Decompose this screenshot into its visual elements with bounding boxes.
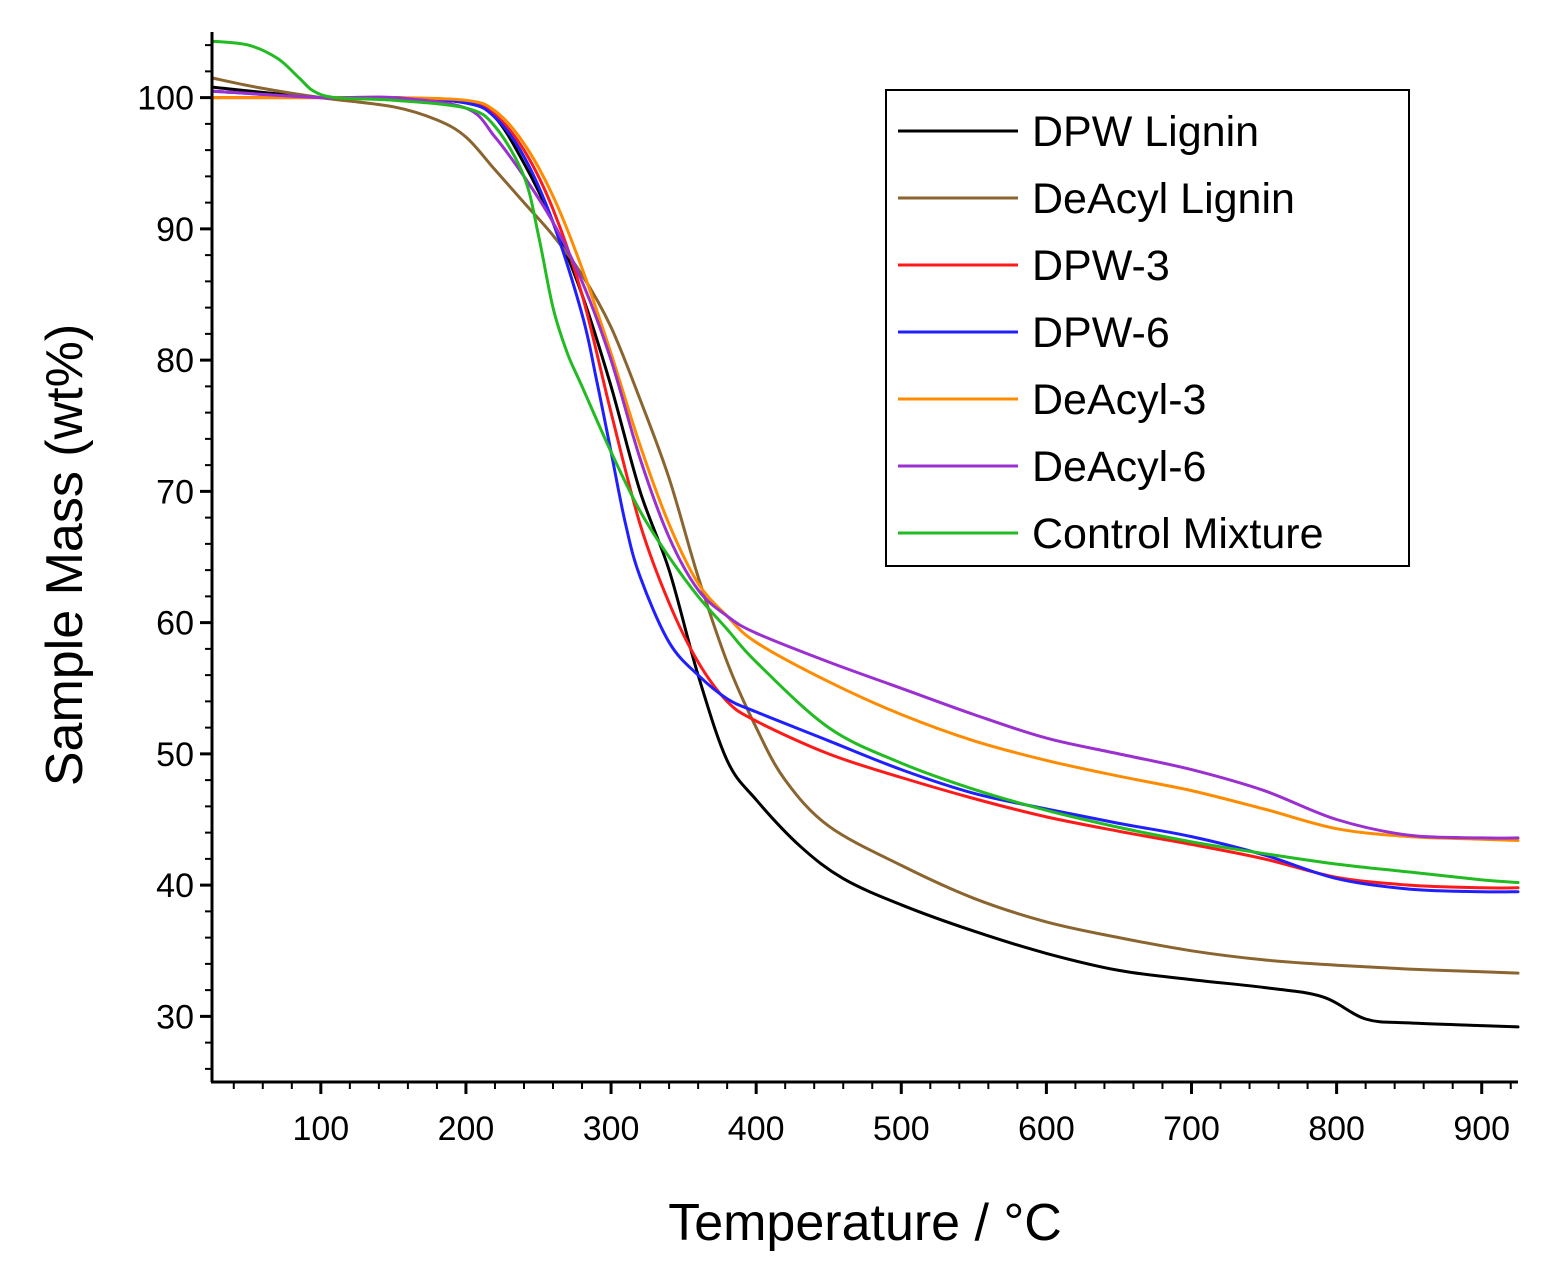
x-tick-label-900: 900 bbox=[1453, 1110, 1510, 1148]
series-line-dpw-6 bbox=[210, 89, 1520, 894]
series-line-dpw-3 bbox=[210, 95, 1520, 890]
legend-label-dpw-lignin: DPW Lignin bbox=[1032, 108, 1259, 156]
legend: DPW Lignin DeAcyl Lignin DPW-3 DPW-6 DeAcyl-… bbox=[885, 89, 1410, 567]
x-tick-label-200: 200 bbox=[438, 1110, 495, 1148]
x-tick-label-300: 300 bbox=[583, 1110, 640, 1148]
legend-label-deacyl-3: DeAcyl-3 bbox=[1032, 376, 1206, 424]
legend-label-control-mixture: Control Mixture bbox=[1032, 510, 1324, 558]
y-tick-label-90: 90 bbox=[156, 211, 194, 249]
y-tick-label-100: 100 bbox=[137, 80, 194, 118]
y-tick-label-60: 60 bbox=[156, 605, 194, 643]
y-tick-label-80: 80 bbox=[156, 342, 194, 380]
series-line-deacyl-lignin bbox=[210, 76, 1520, 975]
legend-label-deacyl-6: DeAcyl-6 bbox=[1032, 443, 1206, 491]
y-tick-label-50: 50 bbox=[156, 736, 194, 774]
tick-layer: 100 200 300 400 500 600 700 800 900 30 40 50 60 70 80 9… bbox=[137, 44, 1512, 1148]
series-layer bbox=[210, 39, 1520, 1029]
x-tick-label-800: 800 bbox=[1308, 1110, 1365, 1148]
x-tick-label-100: 100 bbox=[292, 1110, 349, 1148]
x-axis-title: Temperature / °C bbox=[668, 1194, 1062, 1252]
series-line-deacyl-6 bbox=[210, 89, 1520, 840]
x-tick-label-600: 600 bbox=[1018, 1110, 1075, 1148]
y-tick-label-30: 30 bbox=[156, 998, 194, 1036]
y-tick-label-70: 70 bbox=[156, 473, 194, 511]
series-line-control-mixture bbox=[210, 39, 1520, 884]
x-tick-label-500: 500 bbox=[873, 1110, 930, 1148]
y-tick-label-40: 40 bbox=[156, 867, 194, 905]
x-tick-label-700: 700 bbox=[1163, 1110, 1220, 1148]
legend-label-deacyl-lignin: DeAcyl Lignin bbox=[1032, 175, 1295, 223]
legend-label-dpw-3: DPW-3 bbox=[1032, 242, 1170, 290]
legend-label-dpw-6: DPW-6 bbox=[1032, 309, 1170, 357]
legend-items: DPW Lignin DeAcyl Lignin DPW-3 DPW-6 DeAcyl-… bbox=[898, 108, 1324, 558]
legend-box bbox=[885, 89, 1410, 567]
y-axis-title: Sample Mass (wt%) bbox=[36, 324, 94, 786]
x-tick-label-400: 400 bbox=[728, 1110, 785, 1148]
